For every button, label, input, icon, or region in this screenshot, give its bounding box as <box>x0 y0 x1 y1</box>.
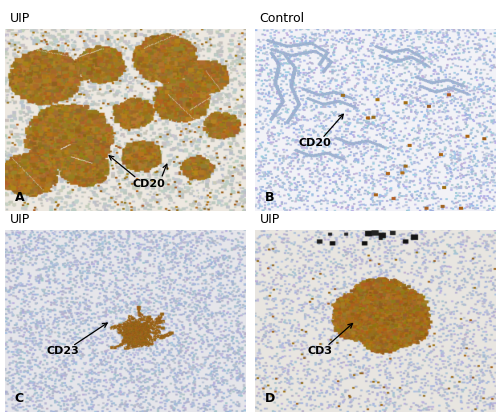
Text: Control: Control <box>260 12 304 25</box>
Text: CD20: CD20 <box>132 178 166 188</box>
Text: UIP: UIP <box>10 12 30 25</box>
Text: B: B <box>264 191 274 204</box>
Text: CD3: CD3 <box>307 346 332 356</box>
Text: CD23: CD23 <box>46 346 79 356</box>
Text: A: A <box>14 191 24 204</box>
Text: C: C <box>14 391 24 404</box>
Text: UIP: UIP <box>10 213 30 226</box>
Text: UIP: UIP <box>260 213 280 226</box>
Text: CD20: CD20 <box>298 139 331 149</box>
Text: D: D <box>264 391 274 404</box>
